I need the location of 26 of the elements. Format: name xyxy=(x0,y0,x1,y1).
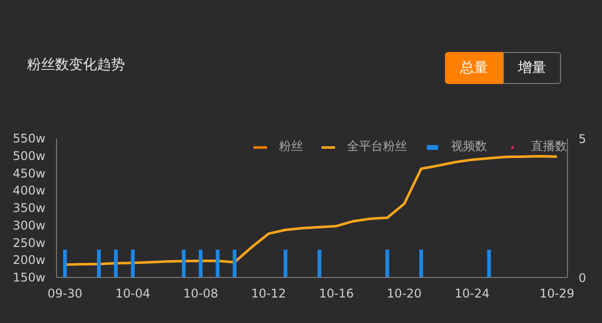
legend-label: 粉丝 xyxy=(279,138,303,155)
x-tick-label: 10-29 xyxy=(539,286,574,300)
text: 总量 xyxy=(445,52,503,84)
y-tick-label: 500w xyxy=(12,148,46,163)
y-tick-label: 400w xyxy=(12,184,46,198)
x-tick-label: 10-04 xyxy=(115,286,150,300)
x-tick-label: 09-30 xyxy=(48,286,82,300)
x-tick-label: 10-08 xyxy=(183,286,218,300)
text: 增量 xyxy=(503,52,561,84)
legend-label: 全平台粉丝 xyxy=(347,138,407,155)
y-tick-label: 350w xyxy=(12,201,46,215)
legend-label: 视频数 xyxy=(451,138,487,155)
x-tick-label: 10-24 xyxy=(454,286,490,300)
x-tick-label: 10-16 xyxy=(318,286,354,300)
y-tick-label: 200w xyxy=(12,253,46,268)
y-tick-label: 250w xyxy=(12,236,46,250)
y-tick-label: 450w xyxy=(12,166,46,180)
x-tick-label: 10-12 xyxy=(251,286,286,300)
legend-label: 直播数 xyxy=(531,138,567,155)
y-tick-label: 300w xyxy=(12,218,46,232)
y2-tick-label: 5 xyxy=(578,132,586,146)
y-tick-label: 150w xyxy=(12,270,46,284)
y-tick-label: 550w xyxy=(12,132,46,146)
chart-title: 粉丝数变化趋势 xyxy=(26,56,125,75)
x-tick-label: 10-20 xyxy=(386,286,422,300)
y2-tick-label: 0 xyxy=(578,271,586,285)
